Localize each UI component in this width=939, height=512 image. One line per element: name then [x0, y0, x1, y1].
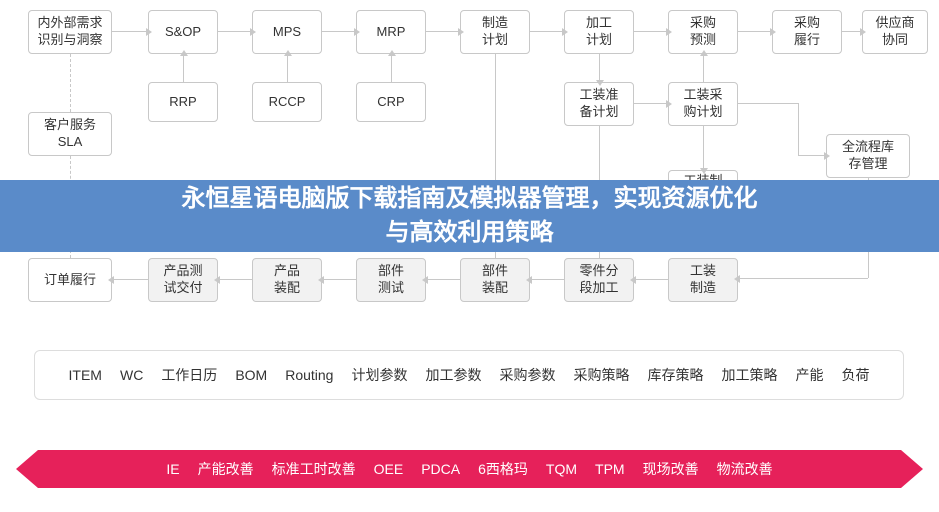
arrow-right-icon — [901, 450, 923, 488]
connector-9 — [287, 54, 288, 82]
node-parttest: 部件测试 — [356, 258, 426, 302]
node-mfgplan: 制造计划 — [460, 10, 530, 54]
node-rrp: RRP — [148, 82, 218, 122]
param-item-3: BOM — [235, 367, 267, 383]
connector-21 — [738, 278, 868, 279]
connector-6 — [738, 31, 772, 32]
param-item-10: 加工策略 — [721, 365, 777, 385]
connector-11 — [599, 54, 600, 82]
node-segproc: 零件分段加工 — [564, 258, 634, 302]
connector-10 — [391, 54, 392, 82]
node-partasm: 部件装配 — [460, 258, 530, 302]
node-mps: MPS — [252, 10, 322, 54]
connector-7 — [842, 31, 862, 32]
node-crp: CRP — [356, 82, 426, 122]
connector-4 — [530, 31, 564, 32]
connector-24 — [322, 279, 356, 280]
param-item-0: ITEM — [69, 367, 102, 383]
overlay-line2: 与高效利用策略 — [386, 216, 554, 250]
improve-item-6: TQM — [546, 461, 577, 477]
improve-item-2: 标准工时改善 — [272, 459, 356, 479]
connector-8 — [183, 54, 184, 82]
param-item-8: 采购策略 — [573, 365, 629, 385]
param-item-2: 工作日历 — [161, 365, 217, 385]
param-item-9: 库存策略 — [647, 365, 703, 385]
node-purexec: 采购履行 — [772, 10, 842, 54]
param-item-12: 负荷 — [841, 365, 869, 385]
connector-18 — [798, 103, 799, 155]
node-order: 订单履行 — [28, 258, 112, 302]
improve-item-7: TPM — [595, 461, 625, 477]
node-sla: 客户服务SLA — [28, 112, 112, 156]
connector-5 — [634, 31, 668, 32]
node-purfcst: 采购预测 — [668, 10, 738, 54]
node-demand: 内外部需求识别与洞察 — [28, 10, 112, 54]
connector-19 — [798, 155, 826, 156]
node-prodtest: 产品测试交付 — [148, 258, 218, 302]
node-invmgmt: 全流程库存管理 — [826, 134, 910, 178]
param-item-7: 采购参数 — [499, 365, 555, 385]
params-box: ITEM WC 工作日历 BOM Routing 计划参数加工参数采购参数采购策略库存策略… — [34, 350, 904, 400]
connector-1 — [218, 31, 252, 32]
improve-item-1: 产能改善 — [198, 459, 254, 479]
arrow-left-icon — [16, 450, 38, 488]
connector-26 — [530, 279, 564, 280]
connector-22 — [112, 279, 148, 280]
node-toolpur: 工装采购计划 — [668, 82, 738, 126]
node-sop: S&OP — [148, 10, 218, 54]
node-prodasm: 产品装配 — [252, 258, 322, 302]
connector-23 — [218, 279, 252, 280]
improve-item-8: 现场改善 — [643, 459, 699, 479]
improvement-bar: IE 产能改善标准工时改善 OEE PDCA 6西格玛 TQM TPM 现场改善物流改善 — [38, 450, 901, 488]
overlay-banner: 永恒星语电脑版下载指南及模拟器管理，实现资源优化 与高效利用策略 — [0, 180, 939, 252]
param-item-1: WC — [120, 367, 143, 383]
node-rccp: RCCP — [252, 82, 322, 122]
node-supplier: 供应商协同 — [862, 10, 928, 54]
connector-0 — [112, 31, 148, 32]
param-item-4: Routing — [285, 367, 333, 383]
improvement-band: IE 产能改善标准工时改善 OEE PDCA 6西格玛 TQM TPM 现场改善物流改善 — [16, 450, 923, 488]
improve-item-5: 6西格玛 — [478, 459, 528, 479]
connector-27 — [634, 279, 668, 280]
connector-17 — [738, 103, 798, 104]
param-item-6: 加工参数 — [425, 365, 481, 385]
connector-25 — [426, 279, 460, 280]
improve-item-9: 物流改善 — [717, 459, 773, 479]
connector-2 — [322, 31, 356, 32]
overlay-line1: 永恒星语电脑版下载指南及模拟器管理，实现资源优化 — [182, 182, 758, 216]
node-mrp: MRP — [356, 10, 426, 54]
improve-item-4: PDCA — [421, 461, 460, 477]
param-item-5: 计划参数 — [351, 365, 407, 385]
connector-14 — [703, 126, 704, 170]
connector-15 — [70, 54, 71, 112]
connector-13 — [703, 54, 704, 82]
improve-item-3: OEE — [374, 461, 404, 477]
param-item-11: 产能 — [795, 365, 823, 385]
connector-3 — [426, 31, 460, 32]
improve-item-0: IE — [166, 461, 179, 477]
node-toolprep: 工装准备计划 — [564, 82, 634, 126]
node-toolmake: 工装制造 — [668, 258, 738, 302]
node-procplan: 加工计划 — [564, 10, 634, 54]
connector-12 — [634, 103, 668, 104]
